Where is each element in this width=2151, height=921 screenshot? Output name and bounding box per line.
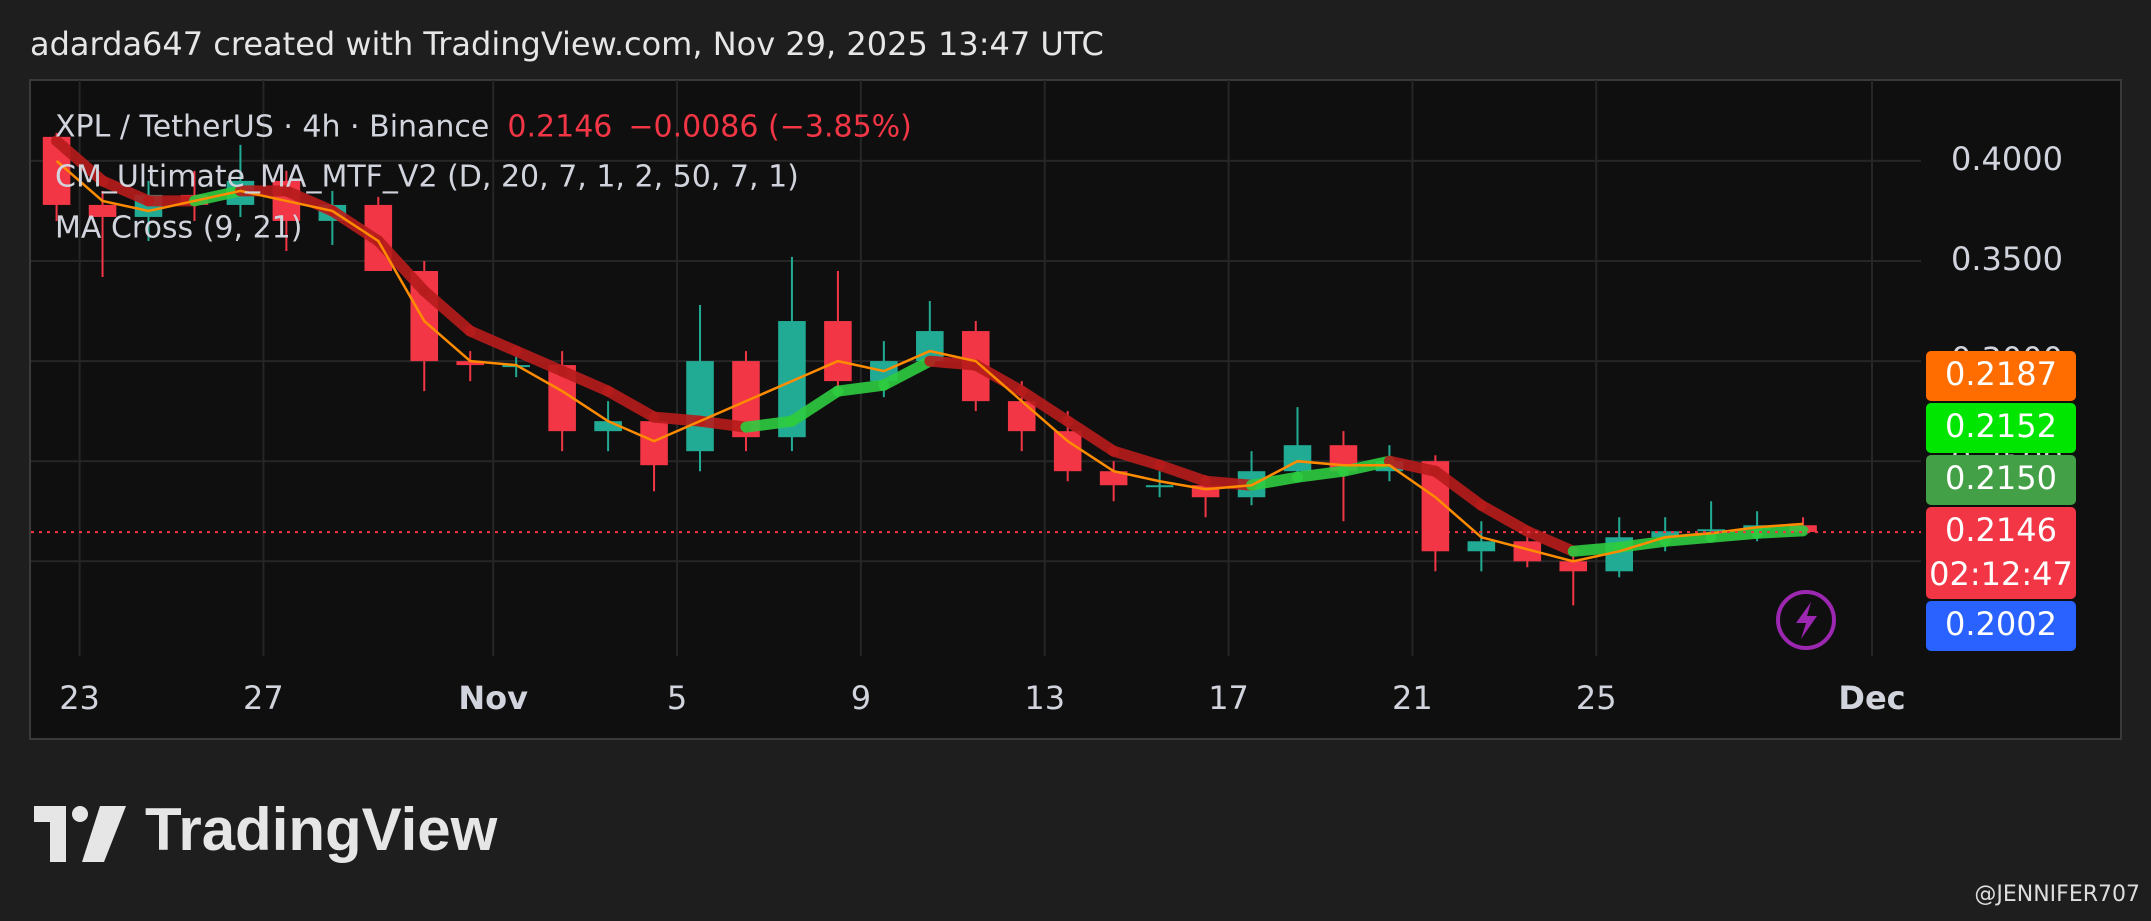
x-tick-label: Nov bbox=[458, 679, 528, 717]
ma-segment bbox=[97, 175, 154, 207]
candle-body bbox=[88, 204, 117, 217]
ma-segment bbox=[1475, 499, 1533, 537]
ma-segment bbox=[970, 359, 1028, 397]
logo-mark bbox=[72, 806, 88, 822]
ma-segment bbox=[740, 415, 798, 433]
last-price: 0.2146 bbox=[507, 110, 612, 145]
logo-mark bbox=[34, 806, 66, 862]
ma-segment bbox=[1062, 415, 1120, 457]
ma-segment bbox=[648, 411, 706, 427]
x-tick-label: 5 bbox=[667, 679, 687, 717]
ma-segment bbox=[1154, 459, 1212, 487]
candle-body bbox=[1145, 485, 1174, 488]
candle-body bbox=[1053, 431, 1082, 472]
indicator-title: MA Cross (9, 21) bbox=[55, 211, 302, 246]
chart-panel bbox=[29, 79, 2122, 740]
price-badge-label: 0.2187 bbox=[1945, 355, 2057, 393]
x-tick-label: 23 bbox=[59, 679, 100, 717]
alert-bolt bbox=[1796, 602, 1817, 639]
symbol: XPL / TetherUS · 4h · Binance bbox=[55, 110, 489, 145]
ma-segment bbox=[602, 385, 660, 423]
ma-segment bbox=[878, 355, 936, 391]
ma-segment bbox=[1292, 465, 1349, 483]
price-badge bbox=[1926, 455, 2076, 505]
candle-body bbox=[1467, 541, 1496, 552]
price-change: −0.0086 (−3.85%) bbox=[628, 110, 912, 145]
y-tick-label: 0.4000 bbox=[1951, 140, 2063, 178]
candle-body bbox=[1651, 531, 1679, 538]
ma-segment bbox=[1016, 385, 1074, 427]
caption: adarda647 created with TradingView.com, … bbox=[30, 25, 1104, 63]
ma-segment bbox=[418, 285, 476, 337]
logo[interactable]: TradingView bbox=[34, 796, 498, 863]
price-badge-label: 0.2146 bbox=[1945, 511, 2057, 549]
x-tick-label: 17 bbox=[1208, 679, 1249, 717]
ma-segment bbox=[1705, 527, 1763, 543]
candle-body bbox=[640, 421, 668, 466]
countdown: 02:12:47 bbox=[1929, 555, 2073, 593]
candle-body bbox=[594, 421, 622, 432]
x-tick-label: 25 bbox=[1576, 679, 1617, 717]
candle-body bbox=[456, 361, 485, 366]
ma-segment bbox=[1246, 471, 1303, 491]
logo-text: TradingView bbox=[145, 796, 498, 863]
ma-segment bbox=[786, 385, 844, 427]
ma-segment bbox=[510, 345, 568, 377]
ma-segment bbox=[1659, 531, 1717, 547]
indicator-title: CM_Ultimate_MA_MTF_V2 (D, 20, 7, 1, 2, 5… bbox=[55, 160, 799, 195]
alert-circle bbox=[1776, 590, 1836, 650]
ma-segment bbox=[694, 415, 752, 433]
ma-segment bbox=[280, 185, 338, 217]
ma-segment bbox=[832, 379, 890, 397]
ma-segment bbox=[1521, 525, 1579, 557]
price-badge-label: 0.2150 bbox=[1945, 459, 2057, 497]
watermark: @JENNIFER707 bbox=[1974, 882, 2140, 907]
ma-segment bbox=[1751, 525, 1809, 539]
ma-segment bbox=[51, 135, 109, 187]
logo-mark bbox=[82, 806, 126, 862]
price-badge-label: 0.2002 bbox=[1945, 605, 2057, 643]
price-badge bbox=[1926, 507, 2076, 599]
ma-segment bbox=[1383, 455, 1441, 477]
y-tick-label: 0.3500 bbox=[1951, 240, 2063, 278]
ma-segment bbox=[372, 235, 430, 297]
ma-segment bbox=[924, 355, 982, 371]
candle-body bbox=[1099, 471, 1128, 486]
ma-segment bbox=[1108, 445, 1166, 471]
ma-segment bbox=[1567, 541, 1625, 557]
ma-segment bbox=[1429, 465, 1487, 511]
alert-icon[interactable] bbox=[1776, 590, 1836, 650]
x-tick-label: Dec bbox=[1838, 679, 1905, 717]
price-badge-label: 0.2152 bbox=[1945, 407, 2057, 445]
x-tick-label: 13 bbox=[1024, 679, 1065, 717]
candle-body bbox=[1007, 401, 1036, 432]
price-badges: 0.2187 0.2152 0.2150 0.2146 02:12:47 0.2002 bbox=[1926, 351, 2076, 651]
candle-body bbox=[686, 361, 714, 452]
price-badge bbox=[1926, 351, 2076, 401]
price-badge bbox=[1926, 601, 2076, 651]
price-badge bbox=[1926, 403, 2076, 453]
candle-body bbox=[1697, 529, 1725, 532]
ma-segment bbox=[1200, 475, 1258, 491]
candle-body bbox=[824, 321, 852, 382]
plot-area bbox=[31, 132, 1921, 606]
ma-line bbox=[55, 159, 1804, 563]
x-tick-label: 9 bbox=[851, 679, 871, 717]
ma-segment bbox=[556, 365, 614, 397]
candle-body bbox=[1559, 561, 1588, 572]
x-tick-label: 21 bbox=[1392, 679, 1433, 717]
ma-segment bbox=[464, 325, 522, 357]
x-tick-label: 27 bbox=[243, 679, 284, 717]
